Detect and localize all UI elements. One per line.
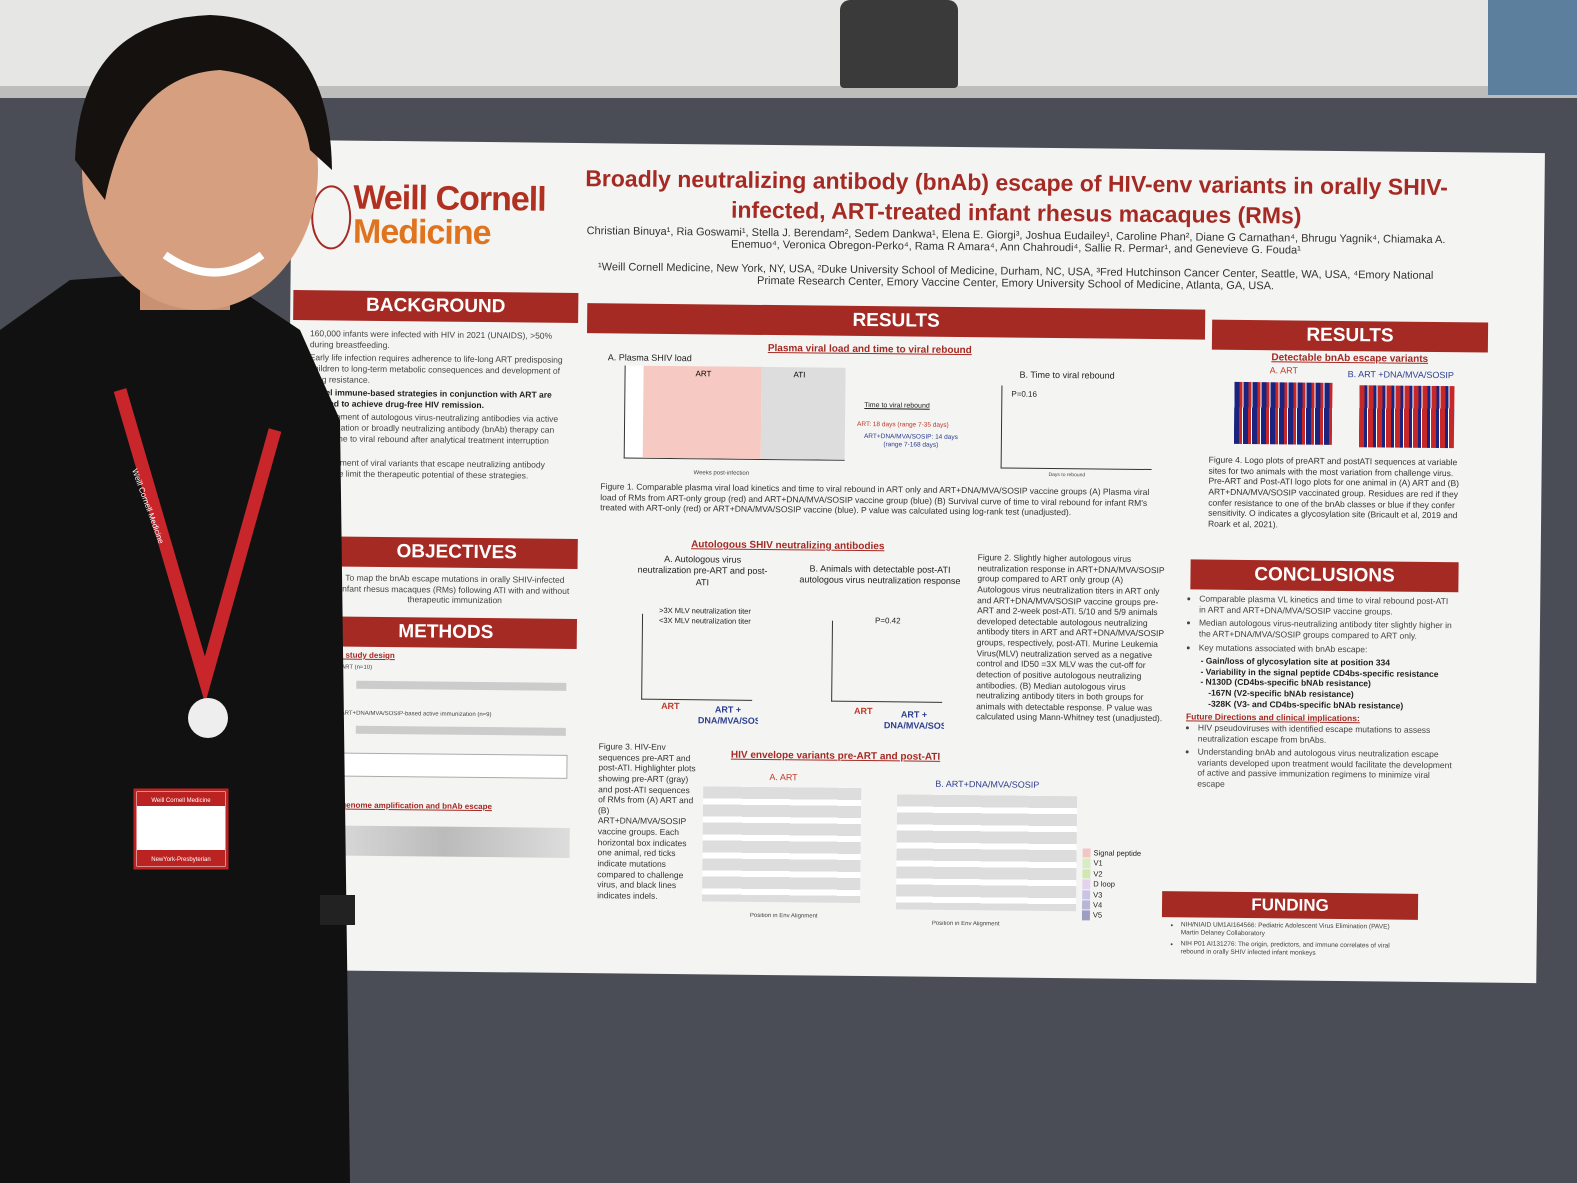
list: Comparable plasma VL kinetics and time t…	[1187, 593, 1456, 655]
watch	[320, 895, 355, 925]
highlighter-plot	[702, 786, 862, 903]
panel-label: B. ART+DNA/MVA/SOSIP	[935, 778, 1040, 790]
rebound-art: ART: 18 days (range 7-35 days)	[857, 420, 949, 429]
mutation: -328K (V3- and CD4bs-specific bNAb resis…	[1208, 698, 1404, 711]
panel-label: A. Autologous virus neutralization pre-A…	[637, 553, 768, 587]
results-heading: RESULTS	[1211, 319, 1489, 353]
list: HIV pseudoviruses with identified escape…	[1185, 722, 1454, 792]
pin	[188, 698, 228, 738]
axis-label: Position in Env Alignment	[931, 920, 1000, 928]
poster-title: Broadly neutralizing antibody (bnAb) esc…	[585, 165, 1449, 229]
conclusion-bullet: Key mutations associated with bnAb escap…	[1199, 642, 1455, 655]
rebound-title: Time to viral rebound	[864, 402, 930, 410]
panel-label: A. ART	[769, 772, 798, 783]
plasma-title: Plasma viral load and time to viral rebo…	[767, 342, 972, 357]
badge-band	[137, 850, 225, 866]
p-value: P=0.42	[874, 616, 901, 626]
figure-caption: Figure 4. Logo plots of preART and postA…	[1207, 454, 1460, 530]
list: NIH/NIAID UM1AI164566: Pediatric Adolesc…	[1168, 921, 1408, 959]
person: Weill Cornell Medicine NewYork-Presbyter…	[0, 15, 355, 1183]
ati-region	[760, 366, 846, 460]
region-label: V3	[1082, 889, 1173, 901]
camera	[840, 0, 958, 88]
escape-title: Detectable bnAb escape variants	[1271, 352, 1429, 365]
plot-area: ART ATI	[623, 365, 846, 461]
env-title: HIV envelope variants pre-ART and post-A…	[730, 749, 941, 763]
shirt	[0, 270, 350, 1183]
region-legend: Signal peptide V1 V2 D loop V3 V4 V5	[1081, 848, 1173, 922]
panel-label: B. Animals with detectable post-ATI auto…	[799, 563, 961, 587]
smile	[162, 251, 265, 277]
panel-label: A. Plasma SHIV load	[607, 352, 692, 364]
plot-area	[831, 620, 943, 703]
region-label: V2	[1082, 869, 1173, 880]
nab-title: Autologous SHIV neutralizing antibodies	[691, 539, 885, 553]
future-bullet: Understanding bnAb and autologous virus …	[1197, 747, 1453, 792]
poster: Weill Cornell Medicine Broadly neutraliz…	[283, 140, 1545, 984]
conclusions-heading: CONCLUSIONS	[1190, 559, 1459, 593]
region-label: D loop	[1082, 879, 1173, 890]
region-label: V5	[1081, 910, 1172, 921]
funding-item: NIH P01 AI131276: The origin, predictors…	[1180, 941, 1408, 960]
future-bullet: HIV pseudoviruses with identified escape…	[1198, 722, 1454, 746]
axis-label: Weeks post-infection	[693, 470, 750, 477]
lanyard-strap	[113, 388, 282, 704]
plot-area	[641, 613, 754, 701]
art-region	[642, 365, 762, 459]
panel-label: A. ART	[1269, 365, 1299, 376]
region-label: V4	[1081, 900, 1173, 911]
logo-plot	[1233, 381, 1333, 445]
affiliations: ¹Weill Cornell Medicine, New York, NY, U…	[597, 261, 1434, 293]
badge-band	[137, 792, 225, 806]
p-value: P=0.16	[1011, 389, 1038, 399]
figure-caption: Figure 3. HIV-Env sequences pre-ART and …	[597, 741, 696, 901]
window	[1488, 0, 1577, 95]
conclusion-bullet: Comparable plasma VL kinetics and time t…	[1199, 594, 1455, 618]
conclusion-bullet: Median autologous virus-neutralizing ant…	[1199, 618, 1455, 642]
logo-plot	[1358, 385, 1455, 449]
badge-footer: NewYork-Presbyterian	[151, 857, 210, 863]
axis-label: Days to rebound	[1048, 471, 1086, 479]
results-heading: RESULTS	[586, 303, 1206, 340]
hair	[75, 15, 332, 200]
axis-label: Position in Env Alignment	[749, 912, 818, 920]
group-label: ART	[853, 705, 873, 717]
panel-label: B. ART +DNA/MVA/SOSIP	[1347, 369, 1454, 381]
group-label: ART	[661, 700, 680, 712]
badge-text: Weill Cornell Medicine	[151, 798, 211, 804]
ati-label: ATI	[793, 370, 806, 380]
funding-item: NIH/NIAID UM1AI164566: Pediatric Adolesc…	[1181, 921, 1409, 940]
region-label: Signal peptide	[1082, 848, 1173, 859]
rebound-vax: ART+DNA/MVA/SOSIP: 14 days (range 7-168 …	[863, 433, 958, 449]
highlighter-plot	[895, 794, 1078, 912]
funding-heading: FUNDING	[1161, 891, 1419, 920]
funding-text: NIH/NIAID UM1AI164566: Pediatric Adolesc…	[1168, 921, 1408, 962]
group-label: ART + DNA/MVA/SOSIP	[883, 709, 945, 732]
region-label: V1	[1082, 858, 1173, 870]
board-frame	[0, 86, 1577, 98]
panel-label: B. Time to viral rebound	[1019, 369, 1115, 381]
figure-caption: Figure 1. Comparable plasma viral load k…	[600, 481, 1150, 518]
group-label: ART + DNA/MVA/SOSIP	[697, 704, 759, 727]
art-label: ART	[695, 369, 712, 379]
figure-caption: Figure 2. Slightly higher autologous vir…	[975, 552, 1165, 724]
conclusions-text: Comparable plasma VL kinetics and time t…	[1184, 593, 1455, 886]
